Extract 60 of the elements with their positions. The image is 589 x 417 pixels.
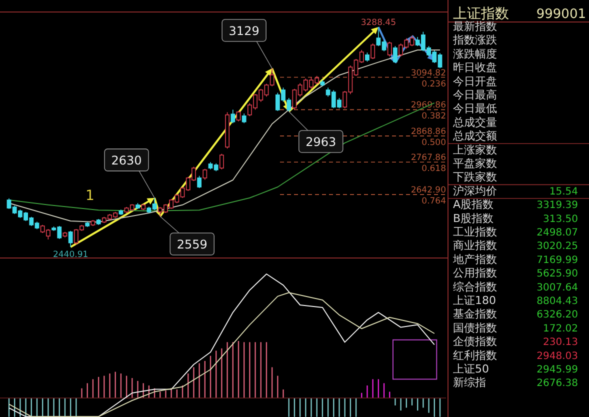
annotation: 1 bbox=[86, 188, 94, 204]
annotation: 2630 bbox=[111, 153, 142, 168]
text: 2498.07 bbox=[536, 228, 578, 238]
text: 3007.64 bbox=[536, 282, 578, 294]
category-label: 上涨家数 bbox=[453, 143, 497, 156]
category-label: 综合指数 bbox=[453, 280, 497, 294]
category-label: 工业指数 bbox=[453, 226, 497, 238]
text: 2440.91 bbox=[52, 250, 88, 260]
category-label: 今日最高 bbox=[453, 88, 497, 102]
category-label: 企债指数 bbox=[453, 335, 497, 348]
text: 3319.39 bbox=[536, 200, 578, 212]
ref-line-label: 2767.86 bbox=[410, 153, 446, 164]
category-label: 总成交额 bbox=[452, 130, 497, 143]
category-label: 上证50 bbox=[453, 362, 489, 376]
annotation: 0.236 bbox=[422, 79, 446, 90]
annotation: 2963 bbox=[306, 134, 336, 149]
text: 5625.90 bbox=[536, 268, 578, 280]
text: 172.02 bbox=[543, 323, 578, 334]
annotation: 0.618 bbox=[422, 164, 446, 174]
category-label: 平盘家数 bbox=[453, 157, 497, 170]
category-label: 指数涨跌 bbox=[452, 34, 497, 47]
ref-line-label: 2642.90 bbox=[410, 186, 446, 196]
category-label: 红利指数 bbox=[453, 348, 497, 362]
annotation: 2559 bbox=[176, 238, 208, 252]
text: 2948.03 bbox=[536, 350, 578, 362]
text: 230.13 bbox=[543, 337, 578, 348]
annotation: 3129 bbox=[228, 24, 260, 38]
category-label: 总成交量 bbox=[452, 116, 497, 129]
ref-line-label: 2868.86 bbox=[410, 126, 446, 137]
text: 2676.38 bbox=[536, 378, 578, 390]
category-label: 国债指数 bbox=[453, 321, 497, 334]
ref-line-label: 3094.82 bbox=[410, 68, 446, 78]
text: 8804.43 bbox=[536, 296, 578, 307]
text: 3020.25 bbox=[536, 241, 578, 252]
text: 15.54 bbox=[549, 186, 578, 198]
category-label: 昨日收盘 bbox=[453, 61, 497, 74]
category-label: 地产指数 bbox=[452, 252, 497, 266]
text: 313.50 bbox=[543, 214, 578, 225]
category-label: 今日开盘 bbox=[453, 74, 497, 88]
text: 7169.99 bbox=[536, 254, 578, 266]
category-label: 公用指数 bbox=[453, 266, 497, 280]
category-label: 最新指数 bbox=[453, 20, 497, 33]
category-label: 下跌家数 bbox=[453, 170, 497, 184]
category-label: 上证180 bbox=[453, 294, 496, 307]
text: 上证指数 bbox=[453, 6, 509, 22]
annotation: 0.500 bbox=[422, 138, 446, 148]
annotation: 0.764 bbox=[422, 196, 446, 207]
annotation: 3288.45 bbox=[360, 18, 396, 28]
annotation: 0.382 bbox=[422, 112, 446, 122]
text: 2945.99 bbox=[536, 364, 578, 376]
category-label: B股指数 bbox=[453, 212, 494, 225]
category-label: 新综指 bbox=[453, 376, 486, 390]
category-label: 基金指数 bbox=[453, 308, 497, 321]
text: 999001 bbox=[536, 7, 586, 22]
category-label: 涨跌幅度 bbox=[453, 47, 497, 60]
category-label: 商业指数 bbox=[453, 239, 497, 252]
category-label: 沪深均价 bbox=[453, 184, 497, 198]
text: 6326.20 bbox=[536, 310, 578, 321]
category-label: 今日最低 bbox=[453, 102, 497, 116]
category-label: A股指数 bbox=[453, 198, 494, 212]
